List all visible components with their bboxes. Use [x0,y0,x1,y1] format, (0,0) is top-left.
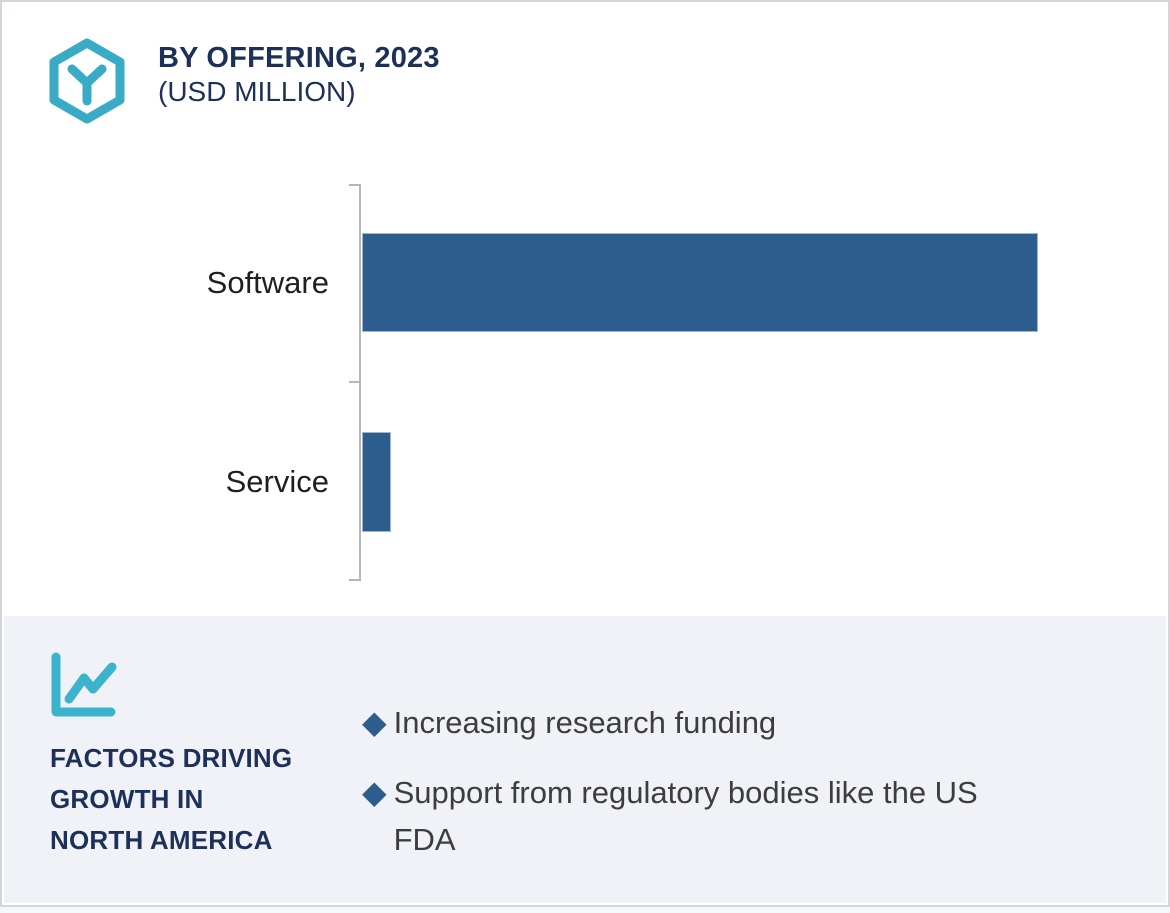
chart-subtitle: (USD MILLION) [158,76,356,107]
y-axis-tick [349,579,359,581]
chart-header: BY OFFERING, 2023 (USD MILLION) [158,42,440,108]
hexagon-y-icon [49,38,125,124]
bar-software [362,233,1038,332]
y-axis-tick [349,381,359,383]
factors-heading: FACTORS DRIVING GROWTH IN NORTH AMERICA [50,738,292,861]
diamond-bullet-icon: ◆ [362,704,387,740]
chart-title: BY OFFERING, 2023 [158,42,440,74]
bar-row-software [362,233,1038,332]
factors-heading-line: FACTORS DRIVING [50,743,293,773]
factors-heading-line: GROWTH IN [50,784,204,814]
list-item: ◆ Support from regulatory bodies like th… [362,769,1032,863]
y-axis-line [359,184,361,581]
factors-bullet-list: ◆ Increasing research funding ◆ Support … [362,699,1032,886]
diamond-bullet-icon: ◆ [362,774,387,810]
list-item: ◆ Increasing research funding [362,699,1032,746]
bullet-text: Increasing research funding [393,705,777,740]
bar-row-service [362,432,1038,532]
y-axis-tick [349,184,359,186]
category-label-service: Service [225,464,329,499]
category-label-software: Software [206,264,329,300]
line-chart-icon [51,652,117,717]
factors-panel: FACTORS DRIVING GROWTH IN NORTH AMERICA … [4,616,1166,903]
bullet-text: Support from regulatory bodies like the … [393,775,978,857]
bar-service [362,432,392,532]
factors-heading-line: NORTH AMERICA [50,825,273,855]
